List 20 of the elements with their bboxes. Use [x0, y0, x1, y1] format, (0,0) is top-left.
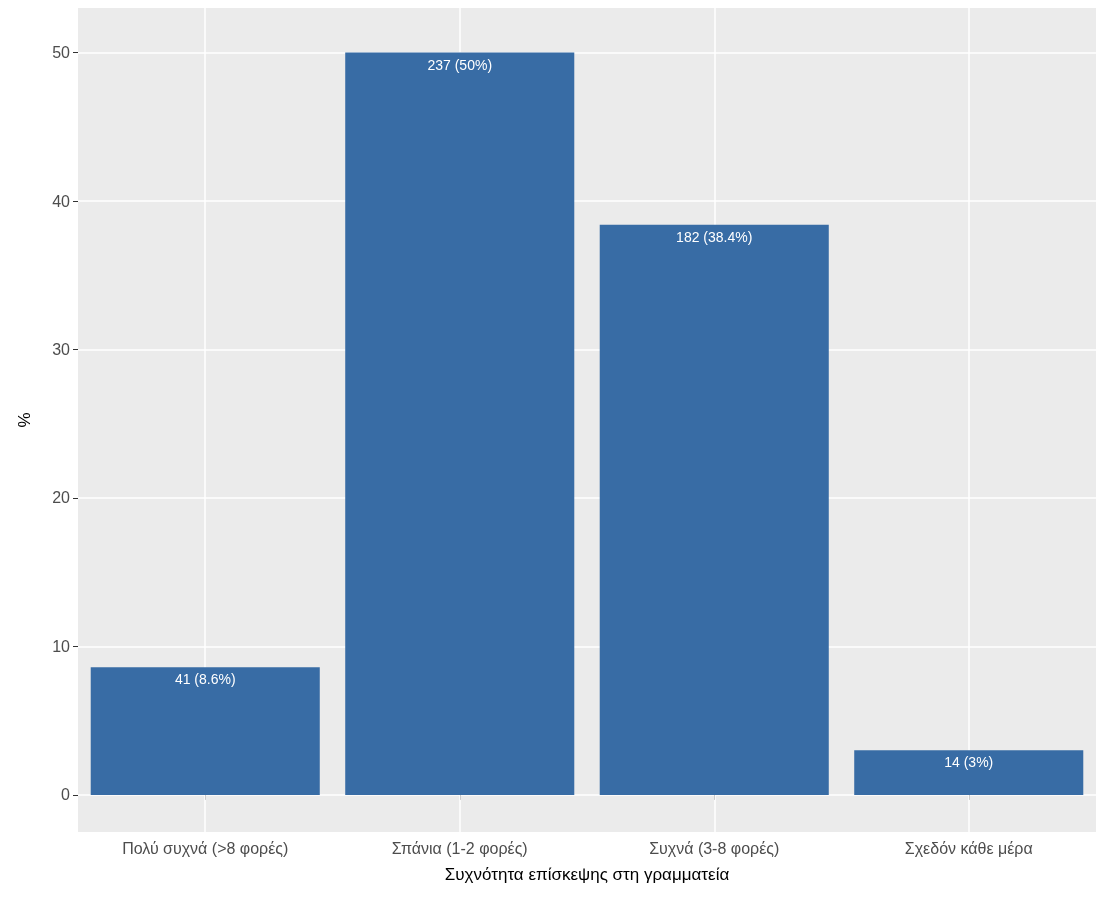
bar [854, 750, 1084, 795]
x-tick-label: Σχεδόν κάθε μέρα [904, 839, 1033, 857]
bar [345, 52, 575, 795]
x-axis-title: Συχνότητα επίσκεψης στη γραμματεία [444, 865, 730, 884]
x-tick-label: Πολύ συχνά (>8 φορές) [122, 839, 289, 857]
y-tick-label: 30 [52, 340, 71, 358]
y-tick-label: 40 [52, 192, 71, 210]
bar [599, 224, 829, 795]
data-label: 237 (50%) [427, 56, 493, 73]
data-label: 41 (8.6%) [174, 671, 236, 688]
x-tick-label: Σπάνια (1-2 φορές) [391, 839, 528, 857]
y-axis-title: % [15, 412, 34, 428]
y-tick-label: 0 [61, 786, 71, 804]
y-tick-label: 20 [52, 489, 71, 507]
y-tick-label: 50 [52, 44, 71, 62]
bar [90, 667, 320, 795]
data-label: 14 (3%) [944, 754, 994, 771]
data-label: 182 (38.4%) [676, 228, 753, 245]
y-tick-label: 10 [52, 637, 71, 655]
x-tick-label: Συχνά (3-8 φορές) [649, 839, 780, 857]
